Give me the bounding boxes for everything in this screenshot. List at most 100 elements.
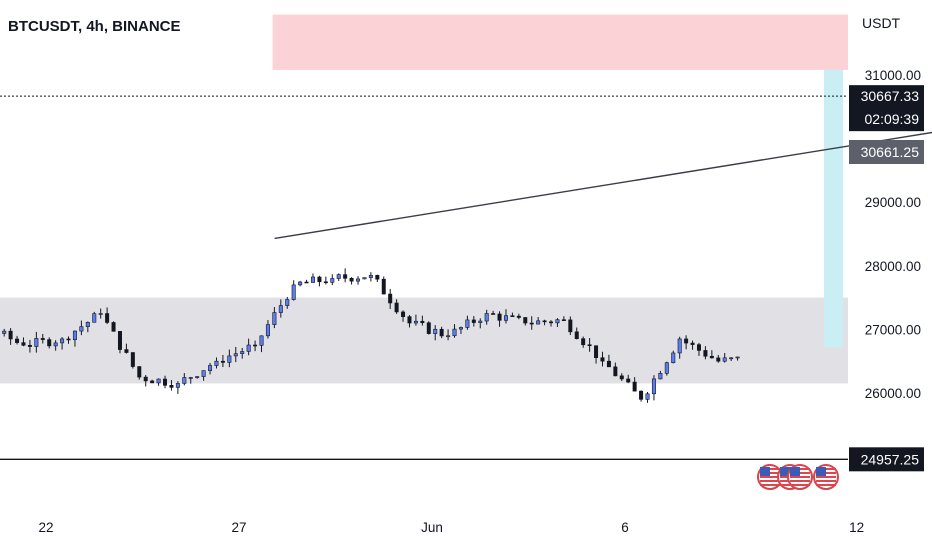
candle-body <box>304 281 309 284</box>
flag-stripe <box>760 484 780 486</box>
zone-target <box>824 69 843 348</box>
candle-body <box>79 326 84 332</box>
candle-body <box>265 324 270 337</box>
candle-body <box>619 375 624 380</box>
candle-body <box>375 275 380 280</box>
candle-body <box>240 351 245 354</box>
flag-stripe <box>816 476 836 478</box>
candle-body <box>401 311 406 317</box>
time-tick-label: 22 <box>38 520 53 535</box>
candles-layer <box>2 268 740 403</box>
candle-body <box>523 317 528 324</box>
candle-body <box>208 365 213 371</box>
candle-body <box>709 355 714 359</box>
candle-body <box>246 344 251 352</box>
us-flag-icon <box>813 464 839 490</box>
candle-body <box>716 357 721 362</box>
candle-body <box>188 377 193 379</box>
candle-body <box>696 344 701 351</box>
price-tick-label: 28000.00 <box>865 259 921 274</box>
time-tick-label: 6 <box>621 520 629 535</box>
candle-body <box>587 344 592 347</box>
candle-body <box>426 322 431 334</box>
candle-body <box>310 276 315 283</box>
candle-body <box>175 383 180 388</box>
candle-body <box>684 338 689 344</box>
candle-body <box>555 319 560 324</box>
candle-body <box>124 349 129 353</box>
price-tag-1: 30661.25 <box>861 144 920 160</box>
candle-body <box>21 342 26 346</box>
candle-body <box>169 385 174 388</box>
candle-body <box>47 339 52 347</box>
candle-body <box>98 313 103 315</box>
candle-body <box>368 275 373 278</box>
candle-body <box>594 345 599 358</box>
candle-body <box>27 344 32 347</box>
price-axis-unit: USDT <box>862 15 901 31</box>
candle-body <box>407 316 412 324</box>
candle-body <box>600 357 605 362</box>
candle-body <box>272 312 277 325</box>
candle-body <box>729 357 734 360</box>
candle-body <box>8 330 13 340</box>
candle-body <box>92 313 97 323</box>
zone-demand <box>0 297 848 384</box>
candle-body <box>53 342 58 347</box>
candle-body <box>510 315 515 317</box>
candle-body <box>2 330 7 334</box>
flag-canton <box>780 467 790 476</box>
lines-layer <box>0 95 848 460</box>
candle-body <box>626 378 631 383</box>
candle-body <box>15 338 20 343</box>
zones-layer <box>0 14 849 384</box>
price-axis[interactable]: USDT 31000.00 29000.00 28000.00 27000.00 260… <box>849 15 924 472</box>
candle-body <box>72 330 77 341</box>
candle-body <box>645 393 650 400</box>
candle-body <box>503 315 508 321</box>
candle-body <box>214 360 219 366</box>
time-axis[interactable]: 2227Jun6121926Jul <box>38 520 932 535</box>
candle-body <box>381 278 386 295</box>
candle-body <box>388 293 393 304</box>
candle-body <box>66 338 71 341</box>
candle-body <box>330 278 335 283</box>
candle-body <box>703 350 708 357</box>
candle-body <box>278 305 283 313</box>
candle-body <box>413 320 418 324</box>
candle-body <box>574 331 579 339</box>
candle-body <box>632 381 637 392</box>
candle-body <box>343 274 348 279</box>
price-tick-label: 29000.00 <box>865 195 921 210</box>
candle-body <box>658 373 663 380</box>
candle-body <box>420 320 425 324</box>
candle-body <box>336 274 341 279</box>
flag-stripe <box>816 484 836 486</box>
candle-body <box>671 352 676 364</box>
candle-body <box>259 335 264 346</box>
flag-stripe <box>790 476 810 478</box>
candle-body <box>446 335 451 338</box>
countdown-tag: 02:09:39 <box>865 111 920 127</box>
candle-body <box>220 360 225 363</box>
candle-body <box>291 284 296 300</box>
candle-body <box>491 313 496 315</box>
candle-body <box>130 352 135 367</box>
flag-stripe <box>790 484 810 486</box>
flag-stripe <box>790 480 810 482</box>
candle-body <box>163 378 168 386</box>
candle-body <box>568 319 573 333</box>
candle-body <box>639 390 644 400</box>
trendline <box>274 131 932 240</box>
candle-body <box>465 319 470 328</box>
candle-body <box>606 360 611 368</box>
candle-body <box>458 327 463 330</box>
price-tag-bg <box>849 85 924 132</box>
price-tag-bg <box>849 447 924 472</box>
last-price-tag: 30667.33 <box>861 88 920 104</box>
candle-body <box>195 376 200 378</box>
candle-body <box>581 338 586 346</box>
candle-body <box>452 328 457 337</box>
candle-body <box>356 278 361 282</box>
